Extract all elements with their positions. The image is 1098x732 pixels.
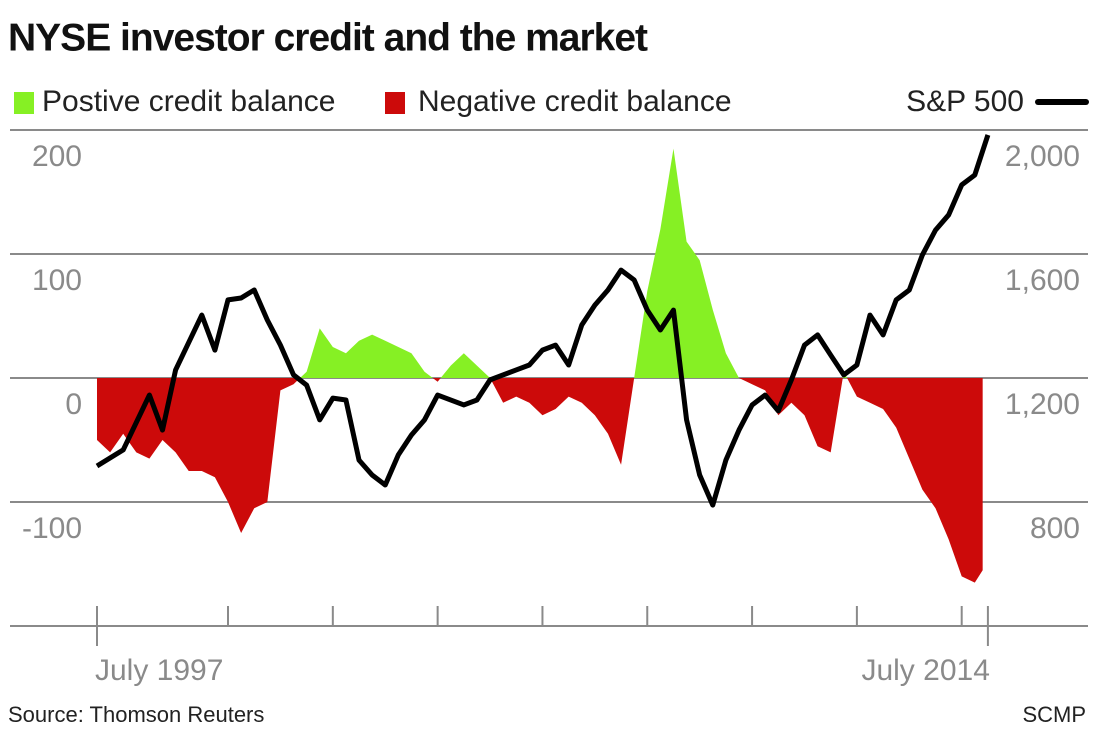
y-tick-label: 100 [32, 264, 82, 297]
legend-label: S&P 500 [906, 85, 1024, 118]
credit-note: SCMP [1022, 702, 1086, 727]
sp500-line [95, 134, 991, 508]
chart-title: NYSE investor credit and the market [8, 16, 648, 59]
source-note: Source: Thomson Reuters [8, 702, 264, 727]
y2-tick-label: 1,200 [1005, 388, 1080, 421]
y-tick-label: -100 [22, 512, 82, 545]
y2-tick-label: 800 [1030, 512, 1080, 545]
legend-swatch [14, 92, 34, 114]
y-tick-label: 200 [32, 140, 82, 173]
y-tick-label: 0 [65, 388, 82, 421]
legend-label: Negative credit balance [418, 85, 732, 118]
legend-label: Postive credit balance [42, 85, 336, 118]
y2-tick-label: 2,000 [1005, 140, 1080, 173]
negative-area [96, 378, 983, 583]
y2-tick-label: 1,600 [1005, 264, 1080, 297]
x-tick-label: July 2014 [861, 654, 989, 687]
x-tick-label: July 1997 [95, 654, 223, 687]
legend-swatch [385, 92, 405, 114]
positive-area [96, 148, 983, 378]
